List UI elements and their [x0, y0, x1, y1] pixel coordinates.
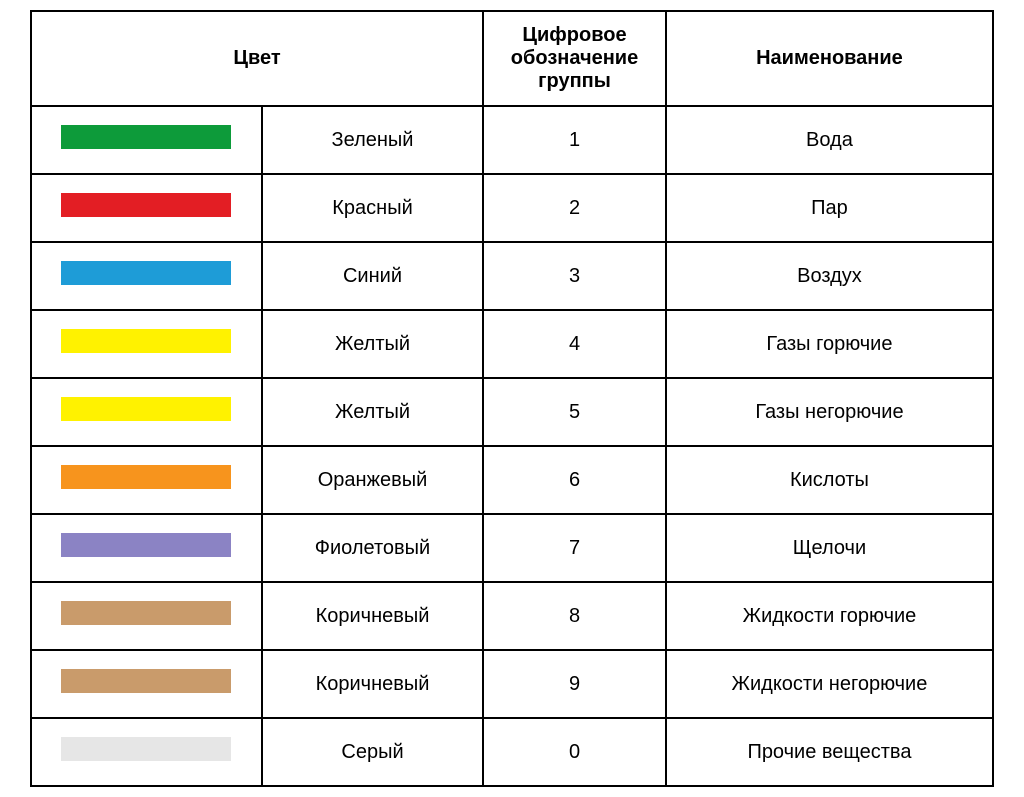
swatch-cell	[31, 310, 262, 378]
color-name-cell: Желтый	[262, 378, 483, 446]
name-cell: Прочие вещества	[666, 718, 993, 786]
color-swatch	[61, 193, 231, 217]
color-swatch	[61, 465, 231, 489]
group-cell: 7	[483, 514, 666, 582]
name-cell: Газы негорючие	[666, 378, 993, 446]
swatch-cell	[31, 582, 262, 650]
name-cell: Пар	[666, 174, 993, 242]
color-code-table: Цвет Цифровое обозначение группы Наимено…	[30, 10, 994, 787]
group-cell: 8	[483, 582, 666, 650]
table-header-row: Цвет Цифровое обозначение группы Наимено…	[31, 11, 993, 106]
table-row: Синий3Воздух	[31, 242, 993, 310]
color-swatch	[61, 261, 231, 285]
group-cell: 2	[483, 174, 666, 242]
color-name-cell: Серый	[262, 718, 483, 786]
color-name-cell: Коричневый	[262, 650, 483, 718]
name-cell: Щелочи	[666, 514, 993, 582]
table-row: Оранжевый6Кислоты	[31, 446, 993, 514]
swatch-cell	[31, 718, 262, 786]
group-cell: 5	[483, 378, 666, 446]
table-row: Фиолетовый7Щелочи	[31, 514, 993, 582]
color-swatch	[61, 397, 231, 421]
table-row: Серый0Прочие вещества	[31, 718, 993, 786]
group-cell: 6	[483, 446, 666, 514]
table-row: Коричневый9Жидкости негорючие	[31, 650, 993, 718]
name-cell: Газы горючие	[666, 310, 993, 378]
color-name-cell: Синий	[262, 242, 483, 310]
table-row: Красный2Пар	[31, 174, 993, 242]
color-name-cell: Желтый	[262, 310, 483, 378]
color-name-cell: Фиолетовый	[262, 514, 483, 582]
name-cell: Жидкости негорючие	[666, 650, 993, 718]
header-group: Цифровое обозначение группы	[483, 11, 666, 106]
group-cell: 3	[483, 242, 666, 310]
group-cell: 0	[483, 718, 666, 786]
name-cell: Вода	[666, 106, 993, 174]
swatch-cell	[31, 514, 262, 582]
group-cell: 9	[483, 650, 666, 718]
color-swatch	[61, 329, 231, 353]
color-swatch	[61, 601, 231, 625]
swatch-cell	[31, 446, 262, 514]
swatch-cell	[31, 106, 262, 174]
name-cell: Кислоты	[666, 446, 993, 514]
name-cell: Воздух	[666, 242, 993, 310]
table-row: Коричневый8Жидкости горючие	[31, 582, 993, 650]
group-cell: 1	[483, 106, 666, 174]
name-cell: Жидкости горючие	[666, 582, 993, 650]
swatch-cell	[31, 650, 262, 718]
table-body: Зеленый1ВодаКрасный2ПарСиний3ВоздухЖелты…	[31, 106, 993, 786]
table-row: Желтый4Газы горючие	[31, 310, 993, 378]
color-name-cell: Красный	[262, 174, 483, 242]
color-swatch	[61, 533, 231, 557]
header-color: Цвет	[31, 11, 483, 106]
color-swatch	[61, 125, 231, 149]
swatch-cell	[31, 174, 262, 242]
color-swatch	[61, 669, 231, 693]
group-cell: 4	[483, 310, 666, 378]
swatch-cell	[31, 242, 262, 310]
table-row: Желтый5Газы негорючие	[31, 378, 993, 446]
color-name-cell: Оранжевый	[262, 446, 483, 514]
color-name-cell: Коричневый	[262, 582, 483, 650]
header-name: Наименование	[666, 11, 993, 106]
table-row: Зеленый1Вода	[31, 106, 993, 174]
color-swatch	[61, 737, 231, 761]
color-name-cell: Зеленый	[262, 106, 483, 174]
swatch-cell	[31, 378, 262, 446]
